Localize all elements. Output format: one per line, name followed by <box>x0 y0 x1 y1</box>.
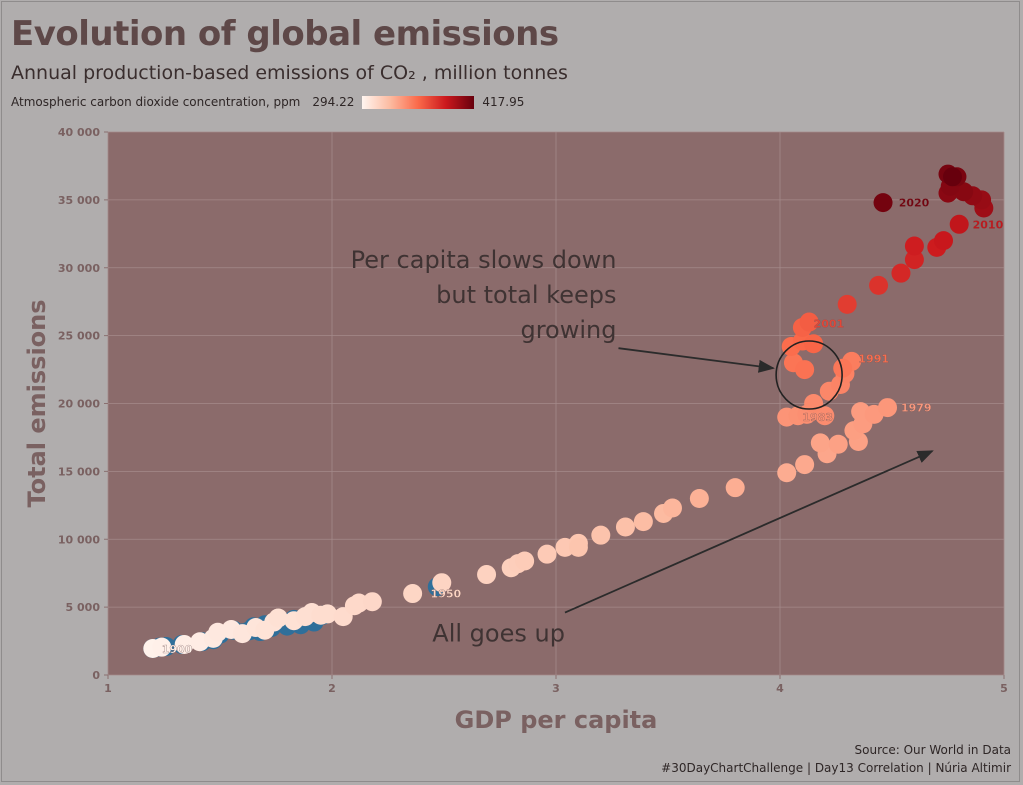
annotation-arrow <box>564 450 934 614</box>
point-label: 1979 <box>901 402 932 415</box>
annotation-arrow <box>618 347 775 373</box>
x-tick-label: 3 <box>552 682 560 695</box>
data-point <box>777 463 797 483</box>
data-point <box>152 637 172 657</box>
data-point <box>795 455 815 475</box>
y-tick-label: 5 000 <box>66 601 101 614</box>
y-tick-label: 40 000 <box>58 126 100 139</box>
data-point <box>362 592 382 612</box>
y-tick-label: 35 000 <box>58 194 100 207</box>
data-point <box>432 573 452 593</box>
data-point <box>873 193 893 213</box>
chart-title: Evolution of global emissions <box>11 14 559 54</box>
data-point <box>891 263 911 283</box>
highlight-ellipse <box>775 340 843 410</box>
scatter-chart: 1 2 3 4 5 0 5 000 10 000 15 000 20 000 25 000 30 00… <box>23 126 1008 734</box>
data-point <box>869 275 889 295</box>
x-tick-label: 1 <box>104 682 112 695</box>
data-point <box>904 250 924 270</box>
annotation-text: but total keeps <box>436 281 616 309</box>
point-label: 2010 <box>973 218 1004 231</box>
annotation-text: growing <box>520 316 616 344</box>
annotation-text: Per capita slows down <box>351 246 617 274</box>
data-point <box>318 604 338 624</box>
data-point <box>949 214 969 234</box>
legend-color-bar <box>362 95 475 109</box>
data-point <box>795 360 815 380</box>
x-tick-label: 4 <box>776 682 784 695</box>
x-axis-title: GDP per capita <box>455 706 658 734</box>
data-point <box>828 434 848 454</box>
data-point <box>815 406 835 426</box>
data-point <box>934 231 954 251</box>
point-label: 1950 <box>431 588 462 601</box>
data-point <box>878 398 898 418</box>
point-label: 2020 <box>899 197 930 210</box>
data-point <box>591 525 611 545</box>
credit-note: #30DayChartChallenge | Day13 Correlation… <box>661 761 1011 775</box>
data-point <box>799 312 819 332</box>
y-axis-title: Total emissions <box>23 299 51 507</box>
color-legend: Atmospheric carbon dioxide concentration… <box>11 94 524 110</box>
source-note: Source: Our World in Data <box>854 743 1011 757</box>
data-point <box>174 634 194 654</box>
y-tick-label: 10 000 <box>58 533 100 546</box>
data-point <box>615 517 635 537</box>
data-point <box>833 358 853 378</box>
data-point <box>537 544 557 564</box>
data-point <box>904 236 924 256</box>
data-point <box>515 551 535 571</box>
y-tick-label: 0 <box>92 669 100 682</box>
legend-min-label: 294.22 <box>312 95 355 109</box>
chart-subtitle: Annual production-based emissions of CO₂… <box>11 62 568 84</box>
data-point <box>725 478 745 498</box>
data-point <box>662 498 682 518</box>
data-point <box>477 565 497 585</box>
y-tick-label: 30 000 <box>58 262 100 275</box>
data-point <box>568 537 588 557</box>
y-tick-label: 20 000 <box>58 398 100 411</box>
data-point <box>804 334 824 354</box>
annotation-text: All goes up <box>432 620 565 648</box>
data-point <box>633 512 653 532</box>
y-tick-label: 25 000 <box>58 330 100 343</box>
point-label: 1983 <box>802 411 833 424</box>
data-point <box>942 167 962 187</box>
y-tick-label: 15 000 <box>58 465 100 478</box>
data-point <box>689 489 709 509</box>
x-tick-label: 5 <box>1000 682 1008 695</box>
data-point <box>837 294 857 314</box>
data-point <box>403 584 423 604</box>
x-tick-label: 2 <box>328 682 336 695</box>
legend-max-label: 417.95 <box>482 95 525 109</box>
legend-label: Atmospheric carbon dioxide concentration… <box>11 95 301 109</box>
point-label: 1991 <box>858 353 889 366</box>
point-label: 1900 <box>162 643 193 656</box>
point-label: 2001 <box>814 317 845 330</box>
data-point <box>268 608 288 628</box>
data-point <box>810 433 830 453</box>
